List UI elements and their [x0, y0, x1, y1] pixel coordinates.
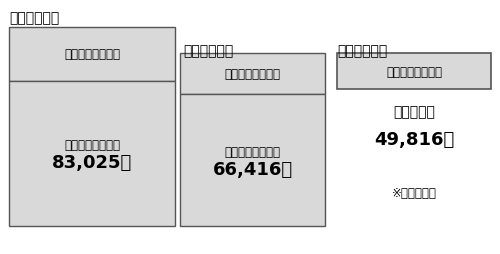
Text: 障害厚生年金１級: 障害厚生年金１級 [64, 48, 120, 61]
FancyBboxPatch shape [180, 54, 324, 94]
Text: ※金額は月額: ※金額は月額 [392, 186, 436, 199]
Text: 障害厚生年金３級: 障害厚生年金３級 [386, 65, 442, 78]
Text: 〈２級障害〉: 〈２級障害〉 [183, 44, 233, 58]
Text: 〈１級障害〉: 〈１級障害〉 [9, 11, 59, 25]
FancyBboxPatch shape [337, 54, 491, 89]
Text: 障害厚生年金２級: 障害厚生年金２級 [224, 68, 280, 81]
Text: 最低保障額: 最低保障額 [393, 105, 435, 119]
FancyBboxPatch shape [180, 94, 324, 226]
FancyBboxPatch shape [9, 28, 175, 82]
Text: 83,025円: 83,025円 [52, 154, 132, 172]
Text: 66,416円: 66,416円 [212, 160, 292, 178]
Text: 49,816円: 49,816円 [374, 131, 454, 149]
Text: 〈３級障害〉: 〈３級障害〉 [337, 44, 388, 58]
Text: 障害基礎年金２級: 障害基礎年金２級 [224, 145, 280, 158]
Text: 障害基礎年金１級: 障害基礎年金１級 [64, 139, 120, 152]
FancyBboxPatch shape [9, 82, 175, 226]
